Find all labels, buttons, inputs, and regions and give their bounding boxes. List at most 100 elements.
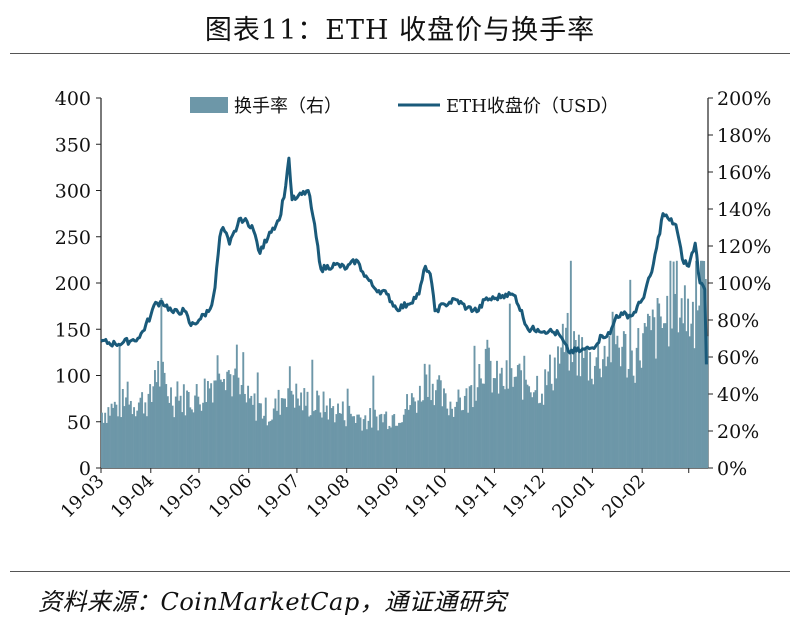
turnover-bar xyxy=(606,356,609,468)
turnover-bar xyxy=(616,335,619,468)
turnover-bar xyxy=(410,393,413,468)
turnover-bar xyxy=(524,379,527,468)
turnover-bar xyxy=(637,328,640,468)
turnover-bar xyxy=(280,398,283,468)
turnover-bar xyxy=(542,404,545,468)
turnover-bar xyxy=(650,330,653,468)
turnover-bar xyxy=(206,381,209,468)
turnover-bar xyxy=(345,426,347,468)
chart-svg: 0 50 100 150 200 250 300 350 400 0% 20% 40% 60% 80% 10… xyxy=(55,88,772,523)
turnover-bar xyxy=(197,396,200,468)
turnover-bar xyxy=(330,408,333,468)
turnover-bar xyxy=(203,378,206,468)
turnover-bar xyxy=(656,298,659,468)
turnover-bar xyxy=(643,323,646,468)
turnover-bar xyxy=(235,344,238,468)
turnover-bar xyxy=(471,407,474,468)
turnover-bar xyxy=(693,348,696,468)
turnover-bar xyxy=(173,417,176,468)
x-tick-label: 19-08 xyxy=(303,471,355,523)
turnover-bar xyxy=(491,392,494,468)
turnover-bar xyxy=(618,347,620,468)
turnover-bar xyxy=(372,375,375,468)
turnover-bar xyxy=(186,390,189,468)
turnover-bar xyxy=(325,405,328,468)
turnover-bar xyxy=(598,368,601,468)
turnover-bar xyxy=(629,279,632,468)
turnover-bar xyxy=(465,388,468,468)
turnover-bar xyxy=(208,388,211,468)
turnover-bar xyxy=(105,422,108,468)
turnover-bar xyxy=(145,416,148,468)
turnover-bar xyxy=(399,422,402,468)
turnover-bar xyxy=(210,383,213,468)
turnover-bar xyxy=(701,260,704,468)
turnover-bar xyxy=(703,260,706,468)
left-tick-label: 150 xyxy=(55,319,91,341)
turnover-bar xyxy=(476,387,479,468)
turnover-bar xyxy=(261,418,264,468)
turnover-bar xyxy=(669,260,672,468)
turnover-bar xyxy=(223,378,225,468)
left-tick-label: 100 xyxy=(55,366,91,388)
turnover-bar xyxy=(455,401,458,468)
turnover-bar xyxy=(545,385,548,468)
turnover-bar xyxy=(357,414,360,468)
turnover-bar xyxy=(483,383,486,468)
turnover-bar xyxy=(435,390,437,468)
turnover-bar xyxy=(102,422,105,468)
turnover-bar xyxy=(561,323,564,468)
turnover-bar xyxy=(706,336,709,468)
turnover-bar xyxy=(382,422,384,468)
turnover-bar xyxy=(651,309,654,468)
turnover-bar xyxy=(470,385,473,468)
turnover-bar xyxy=(449,401,452,468)
turnover-bar xyxy=(402,414,405,468)
turnover-bar xyxy=(202,402,205,468)
turnover-bar xyxy=(555,378,558,468)
turnover-bar xyxy=(691,301,694,468)
price-line xyxy=(100,156,708,365)
turnover-bar xyxy=(221,381,224,468)
turnover-bar xyxy=(198,404,201,468)
turnover-bar xyxy=(587,380,590,468)
turnover-bar xyxy=(243,393,246,468)
turnover-bar xyxy=(446,408,449,468)
turnover-bar xyxy=(293,407,296,468)
turnover-bar xyxy=(378,414,381,468)
turnover-bar xyxy=(104,412,107,468)
turnover-bar xyxy=(630,350,633,468)
turnover-bar xyxy=(211,402,214,468)
turnover-bar xyxy=(507,388,510,468)
turnover-bar xyxy=(597,343,600,468)
turnover-bar xyxy=(638,360,641,468)
turnover-bar xyxy=(666,295,669,468)
right-tick-label: 100% xyxy=(717,273,771,295)
turnover-bar xyxy=(312,411,315,468)
turnover-bar xyxy=(425,374,428,468)
turnover-bar xyxy=(274,398,277,468)
turnover-bar xyxy=(648,315,651,468)
turnover-bar xyxy=(621,346,624,468)
turnover-bar xyxy=(444,393,447,468)
turnover-bar xyxy=(431,383,434,468)
turnover-bar xyxy=(581,337,584,468)
turnover-bar xyxy=(622,331,625,468)
turnover-bar xyxy=(171,405,174,468)
turnover-bar xyxy=(288,366,291,468)
turnover-bar xyxy=(322,391,325,468)
turnover-bar xyxy=(268,421,270,468)
turnover-bar xyxy=(239,394,242,468)
turnover-bar xyxy=(552,390,555,468)
turnover-bar xyxy=(661,328,664,468)
turnover-bar xyxy=(190,409,193,468)
right-tick-label: 120% xyxy=(717,236,771,258)
turnover-bar xyxy=(359,417,362,468)
turnover-bar xyxy=(529,392,532,468)
turnover-bar xyxy=(248,398,251,468)
left-tick-label: 0 xyxy=(79,458,91,480)
turnover-bar xyxy=(624,333,627,468)
turnover-bar xyxy=(375,416,378,468)
turnover-bar xyxy=(194,395,197,468)
turnover-bar xyxy=(462,409,465,468)
